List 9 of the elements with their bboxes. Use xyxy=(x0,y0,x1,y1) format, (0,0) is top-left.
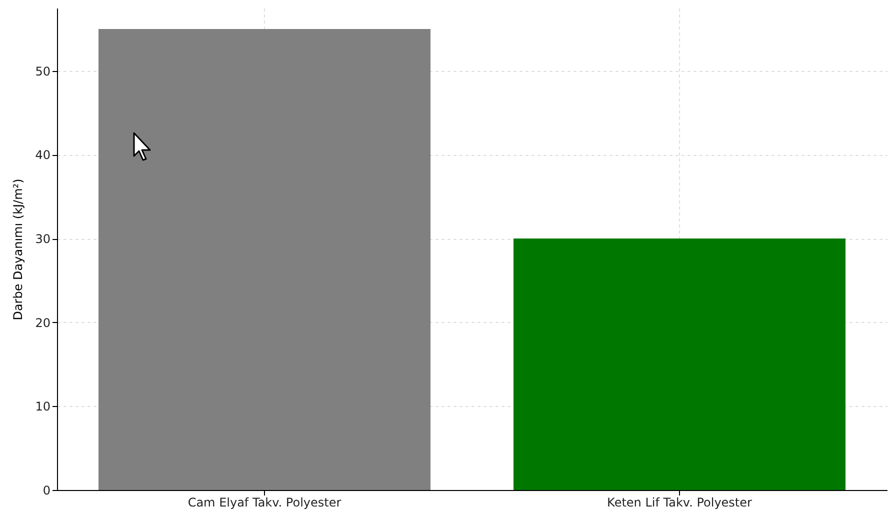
y-axis-title: Darbe Dayanımı (kJ/m²) xyxy=(11,178,26,320)
y-tick-label: 10 xyxy=(35,400,50,414)
y-tick-label: 0 xyxy=(42,484,50,498)
x-tick-label: Cam Elyaf Takv. Polyester xyxy=(188,496,342,510)
y-tick-label: 50 xyxy=(35,64,50,78)
y-tick-label: 20 xyxy=(35,316,50,330)
y-tick-label: 40 xyxy=(35,148,50,162)
y-tick-label: 30 xyxy=(35,232,50,246)
x-tick-label: Keten Lif Takv. Polyester xyxy=(607,496,752,510)
